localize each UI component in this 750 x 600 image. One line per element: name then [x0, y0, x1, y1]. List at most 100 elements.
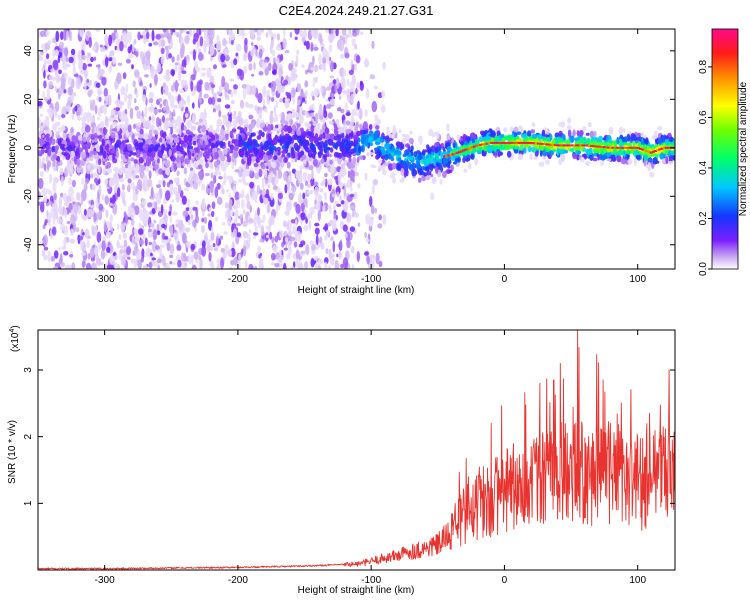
spectrogram-signal-mark: [368, 124, 373, 130]
spectrogram-noise-mark: [234, 217, 238, 225]
spectrogram-signal-mark: [168, 148, 172, 157]
spectrogram-signal-mark: [509, 126, 514, 132]
spectrogram-noise-mark: [47, 212, 52, 224]
spectrogram-noise-mark: [298, 263, 304, 269]
spectrogram-noise-mark: [86, 239, 90, 249]
spectrogram-signal-mark: [87, 163, 91, 170]
spectrogram-noise-mark: [134, 205, 140, 216]
spectrogram-noise-mark: [294, 36, 298, 41]
spectrogram-noise-mark: [320, 63, 324, 70]
spectrogram-noise-mark: [306, 213, 312, 220]
spectrogram-signal-mark: [151, 151, 156, 158]
spectrogram-signal-mark: [138, 142, 144, 147]
spectrogram-noise-mark: [70, 214, 76, 225]
spectrogram-noise-mark: [144, 58, 151, 66]
spectrogram-noise-mark: [120, 85, 126, 96]
spectrogram-noise-mark: [169, 261, 173, 265]
spectrogram-noise-mark: [224, 104, 231, 109]
spectrogram-noise-mark: [129, 107, 134, 120]
spectrogram-noise-mark: [270, 252, 276, 261]
spectrogram-noise-mark: [239, 99, 245, 109]
spectrogram-signal-mark: [284, 141, 289, 148]
spectrogram-signal-mark: [294, 112, 299, 118]
spectrogram-signal-mark: [529, 153, 533, 161]
spectrogram-signal-mark: [633, 158, 637, 167]
spectrogram-signal-mark: [225, 134, 229, 141]
spectrogram-noise-mark: [119, 245, 125, 249]
spectrogram-x-tick-label: 0: [502, 274, 508, 285]
spectrogram-noise-mark: [170, 40, 174, 49]
spectrogram-noise-mark: [45, 116, 50, 121]
spectrogram-signal-mark: [608, 126, 614, 135]
spectrogram-noise-mark: [374, 114, 379, 122]
spectrogram-signal-mark: [302, 140, 309, 149]
spectrogram-noise-mark: [254, 265, 258, 269]
spectrogram-noise-mark: [349, 186, 353, 192]
spectrogram-signal-mark: [463, 168, 468, 174]
spectrogram-noise-mark: [314, 199, 317, 205]
spectrogram-noise-mark: [189, 167, 194, 171]
spectrogram-noise-mark: [283, 29, 286, 38]
spectrogram-noise-mark: [168, 179, 174, 186]
spectrogram-noise-mark: [353, 191, 358, 200]
spectrogram-noise-mark: [184, 227, 191, 233]
spectrogram-noise-mark: [324, 235, 328, 241]
spectrogram-signal-mark: [432, 157, 437, 166]
spectrogram-noise-mark: [57, 55, 61, 64]
spectrogram-signal-mark: [231, 161, 235, 170]
spectrogram-noise-mark: [190, 243, 196, 250]
spectrogram-signal-mark: [622, 150, 627, 158]
spectrogram-signal-mark: [303, 159, 307, 164]
spectrogram-signal-mark: [244, 150, 249, 158]
spectrogram-noise-mark: [148, 97, 154, 104]
spectrogram-noise-mark: [94, 247, 99, 255]
spectrogram-signal-mark: [39, 171, 44, 177]
spectrogram-signal-mark: [348, 132, 353, 137]
spectrogram-noise-mark: [256, 184, 261, 195]
spectrogram-noise-mark: [56, 217, 62, 225]
spectrogram-signal-mark: [192, 136, 198, 142]
spectrogram-signal-mark: [165, 135, 170, 140]
spectrogram-noise-mark: [105, 56, 109, 68]
spectrogram-signal-mark: [370, 164, 376, 168]
spectrogram-noise-mark: [134, 175, 140, 179]
spectrogram-noise-mark: [232, 89, 238, 95]
spectrogram-signal-mark: [77, 114, 81, 120]
spectrogram-signal-mark: [352, 156, 357, 165]
spectrogram-noise-mark: [215, 216, 219, 222]
spectrogram-noise-mark: [54, 85, 58, 92]
spectrogram-noise-mark: [144, 39, 150, 42]
spectrogram-noise-mark: [254, 104, 258, 112]
spectrogram-noise-mark: [98, 241, 101, 251]
spectrogram-noise-mark: [50, 68, 55, 73]
spectrogram-signal-mark: [530, 129, 536, 134]
spectrogram-signal-mark: [571, 147, 575, 153]
spectrogram-noise-mark: [94, 105, 98, 115]
spectrogram-signal-mark: [105, 165, 109, 170]
spectrogram-noise-mark: [277, 83, 282, 94]
spectrogram-noise-mark: [255, 118, 261, 129]
spectrogram-noise-mark: [169, 254, 174, 258]
spectrogram-signal-mark: [61, 156, 65, 161]
spectrogram-signal-mark: [246, 157, 251, 166]
spectrogram-signal-mark: [238, 178, 243, 183]
spectrogram-noise-mark: [91, 225, 95, 231]
spectrogram-noise-mark: [64, 208, 68, 219]
spectrogram-signal-mark: [336, 152, 340, 158]
spectrogram-noise-mark: [68, 186, 74, 199]
spectrogram-signal-mark: [322, 116, 326, 126]
spectrogram-noise-mark: [305, 244, 310, 256]
spectrogram-noise-mark: [112, 56, 117, 65]
spectrogram-signal-mark: [215, 168, 219, 177]
spectrogram-signal-mark: [60, 125, 66, 132]
spectrogram-noise-mark: [302, 171, 308, 182]
spectrogram-noise-mark: [63, 89, 67, 94]
spectrogram-signal-mark: [523, 143, 529, 148]
spectrogram-noise-mark: [159, 244, 165, 249]
spectrogram-signal-mark: [499, 134, 504, 138]
spectrogram-noise-mark: [278, 66, 283, 78]
spectrogram-noise-mark: [68, 56, 74, 64]
spectrogram-signal-mark: [99, 122, 105, 128]
spectrogram-signal-mark: [173, 164, 177, 170]
spectrogram-noise-mark: [199, 36, 204, 47]
